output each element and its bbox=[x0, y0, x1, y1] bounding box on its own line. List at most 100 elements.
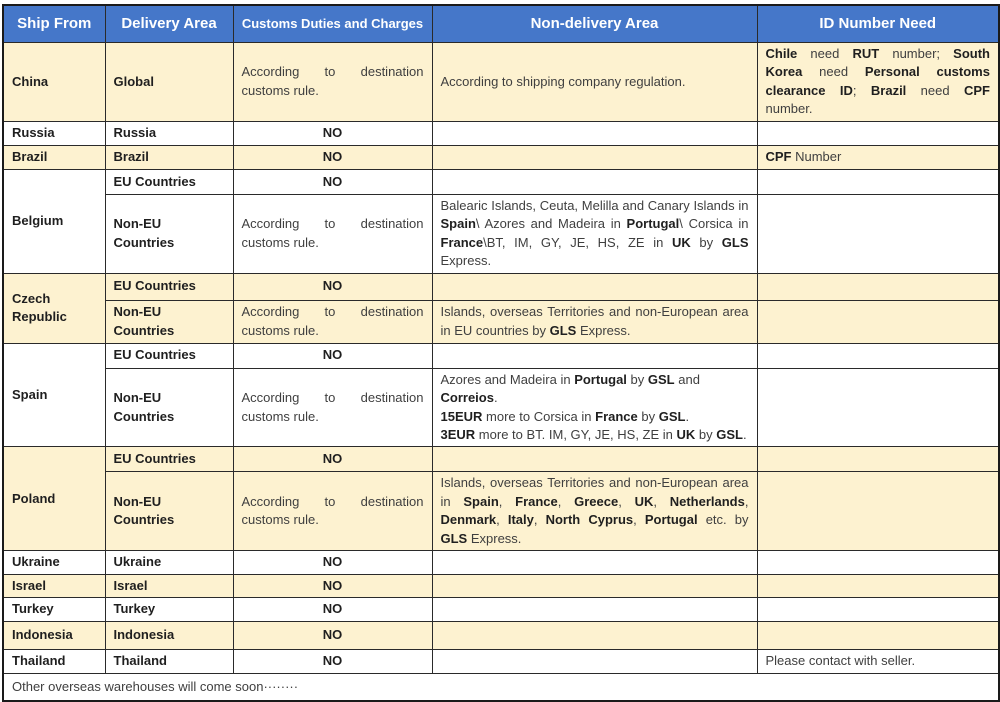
non-delivery-cell bbox=[431, 446, 758, 473]
id-number-cell bbox=[756, 342, 1000, 369]
ship-from-cell: Brazil bbox=[2, 144, 106, 170]
id-number-cell: CPF Number bbox=[756, 144, 1000, 170]
table-row: Thailand Thailand NO Please contact with se… bbox=[2, 649, 1000, 674]
id-number-cell: Please contact with seller. bbox=[756, 649, 1000, 674]
delivery-area-cell: Thailand bbox=[104, 649, 234, 674]
header-id-number: ID Number Need bbox=[756, 4, 1000, 43]
table-row: Indonesia Indonesia NO bbox=[2, 621, 1000, 651]
customs-cell: NO bbox=[232, 342, 433, 369]
id-number-cell bbox=[756, 299, 1000, 344]
delivery-area-cell: Non-EU Countries bbox=[104, 193, 234, 274]
table-row: Non-EU Countries According to destination… bbox=[3, 299, 1000, 344]
table-row: China Global According to destination cust… bbox=[2, 42, 1000, 122]
id-number-cell: Chile need RUT number; South Korea need … bbox=[756, 42, 1000, 122]
non-delivery-cell: Islands, overseas Territories and non-Eu… bbox=[431, 299, 758, 344]
id-number-cell bbox=[756, 120, 1000, 146]
customs-cell: According to destination customs rule. bbox=[232, 42, 433, 122]
ship-from-cell: Belgium bbox=[2, 168, 106, 274]
ship-from-cell: Spain bbox=[2, 342, 106, 448]
id-number-cell bbox=[756, 550, 1000, 575]
delivery-area-cell: Ukraine bbox=[104, 550, 234, 575]
id-number-cell bbox=[756, 193, 1000, 274]
non-delivery-cell: Balearic Islands, Ceuta, Melilla and Can… bbox=[431, 193, 758, 274]
customs-cell: NO bbox=[232, 573, 433, 599]
table-row: Turkey Turkey NO bbox=[2, 597, 1000, 623]
customs-cell: NO bbox=[232, 446, 433, 473]
ship-from-cell: Indonesia bbox=[2, 621, 106, 651]
id-number-cell bbox=[756, 367, 1000, 448]
non-delivery-cell: Islands, overseas Territories and non-Eu… bbox=[431, 471, 758, 552]
ship-from-cell: Turkey bbox=[2, 597, 106, 623]
header-customs-duties: Customs Duties and Charges bbox=[232, 4, 433, 43]
table-row: Non-EU Countries According to destination… bbox=[3, 471, 1000, 552]
non-delivery-cell bbox=[431, 168, 758, 195]
customs-cell: According to destination customs rule. bbox=[232, 367, 433, 448]
customs-cell: NO bbox=[232, 550, 433, 575]
header-ship-from: Ship From bbox=[2, 4, 106, 43]
table-row: Ukraine Ukraine NO bbox=[2, 550, 1000, 575]
id-number-cell bbox=[756, 573, 1000, 599]
id-number-cell bbox=[756, 446, 1000, 473]
table-row: Other overseas warehouses will come soon… bbox=[2, 672, 1000, 702]
non-delivery-cell bbox=[431, 342, 758, 369]
ship-from-cell: Ukraine bbox=[2, 550, 106, 575]
table-row: Czech Republic EU Countries NO bbox=[2, 272, 1000, 344]
id-number-cell bbox=[756, 471, 1000, 552]
ship-from-cell: China bbox=[2, 42, 106, 122]
delivery-area-cell: Non-EU Countries bbox=[104, 471, 234, 552]
customs-cell: NO bbox=[232, 144, 433, 170]
delivery-area-cell: Global bbox=[104, 42, 234, 122]
non-delivery-cell bbox=[431, 120, 758, 146]
delivery-area-cell: Brazil bbox=[104, 144, 234, 170]
non-delivery-cell bbox=[431, 621, 758, 651]
ship-from-cell: Poland bbox=[2, 446, 106, 552]
table-row: Israel Israel NO bbox=[2, 573, 1000, 599]
header-delivery-area: Delivery Area bbox=[104, 4, 234, 43]
customs-cell: According to destination customs rule. bbox=[232, 471, 433, 552]
shipping-info-table: Ship From Delivery Area Customs Duties and… bbox=[2, 4, 1000, 702]
ship-from-cell: Russia bbox=[2, 120, 106, 146]
delivery-area-cell: Indonesia bbox=[104, 621, 234, 651]
customs-cell: NO bbox=[232, 649, 433, 674]
non-delivery-cell: Azores and Madeira in Portugal by GSL an… bbox=[431, 367, 758, 448]
id-number-cell bbox=[756, 168, 1000, 195]
table-row: Russia Russia NO bbox=[2, 120, 1000, 146]
non-delivery-cell bbox=[431, 597, 758, 623]
delivery-area-cell: EU Countries bbox=[104, 272, 234, 301]
table-row: Non-EU Countries According to destination… bbox=[3, 193, 1000, 274]
customs-cell: NO bbox=[232, 272, 433, 301]
non-delivery-cell bbox=[431, 144, 758, 170]
delivery-area-cell: Non-EU Countries bbox=[104, 367, 234, 448]
customs-cell: According to destination customs rule. bbox=[232, 299, 433, 344]
non-delivery-cell bbox=[431, 272, 758, 301]
footer-note-cell: Other overseas warehouses will come soon… bbox=[2, 672, 1000, 702]
non-delivery-cell bbox=[431, 573, 758, 599]
delivery-area-cell: EU Countries bbox=[104, 446, 234, 473]
customs-cell: NO bbox=[232, 120, 433, 146]
non-delivery-cell bbox=[431, 550, 758, 575]
table-body: China Global According to destination cust… bbox=[2, 42, 1000, 702]
table-row: Non-EU Countries According to destination… bbox=[3, 367, 1000, 448]
customs-cell: NO bbox=[232, 168, 433, 195]
table-head-row: Ship From Delivery Area Customs Duties and… bbox=[2, 4, 1000, 43]
id-number-cell bbox=[756, 621, 1000, 651]
delivery-area-cell: Non-EU Countries bbox=[104, 299, 234, 344]
customs-cell: NO bbox=[232, 621, 433, 651]
non-delivery-cell bbox=[431, 649, 758, 674]
id-number-cell bbox=[756, 597, 1000, 623]
table-row: Spain EU Countries NO bbox=[2, 342, 1000, 448]
ship-from-cell: Thailand bbox=[2, 649, 106, 674]
delivery-area-cell: Israel bbox=[104, 573, 234, 599]
table-row: Belgium EU Countries NO bbox=[2, 168, 1000, 274]
header-non-delivery-area: Non-delivery Area bbox=[431, 4, 758, 43]
customs-cell: According to destination customs rule. bbox=[232, 193, 433, 274]
non-delivery-cell: According to shipping company regulation… bbox=[431, 42, 758, 122]
delivery-area-cell: EU Countries bbox=[104, 168, 234, 195]
ship-from-cell: Czech Republic bbox=[2, 272, 106, 344]
delivery-area-cell: Turkey bbox=[104, 597, 234, 623]
delivery-area-cell: EU Countries bbox=[104, 342, 234, 369]
ship-from-cell: Israel bbox=[2, 573, 106, 599]
id-number-cell bbox=[756, 272, 1000, 301]
customs-cell: NO bbox=[232, 597, 433, 623]
